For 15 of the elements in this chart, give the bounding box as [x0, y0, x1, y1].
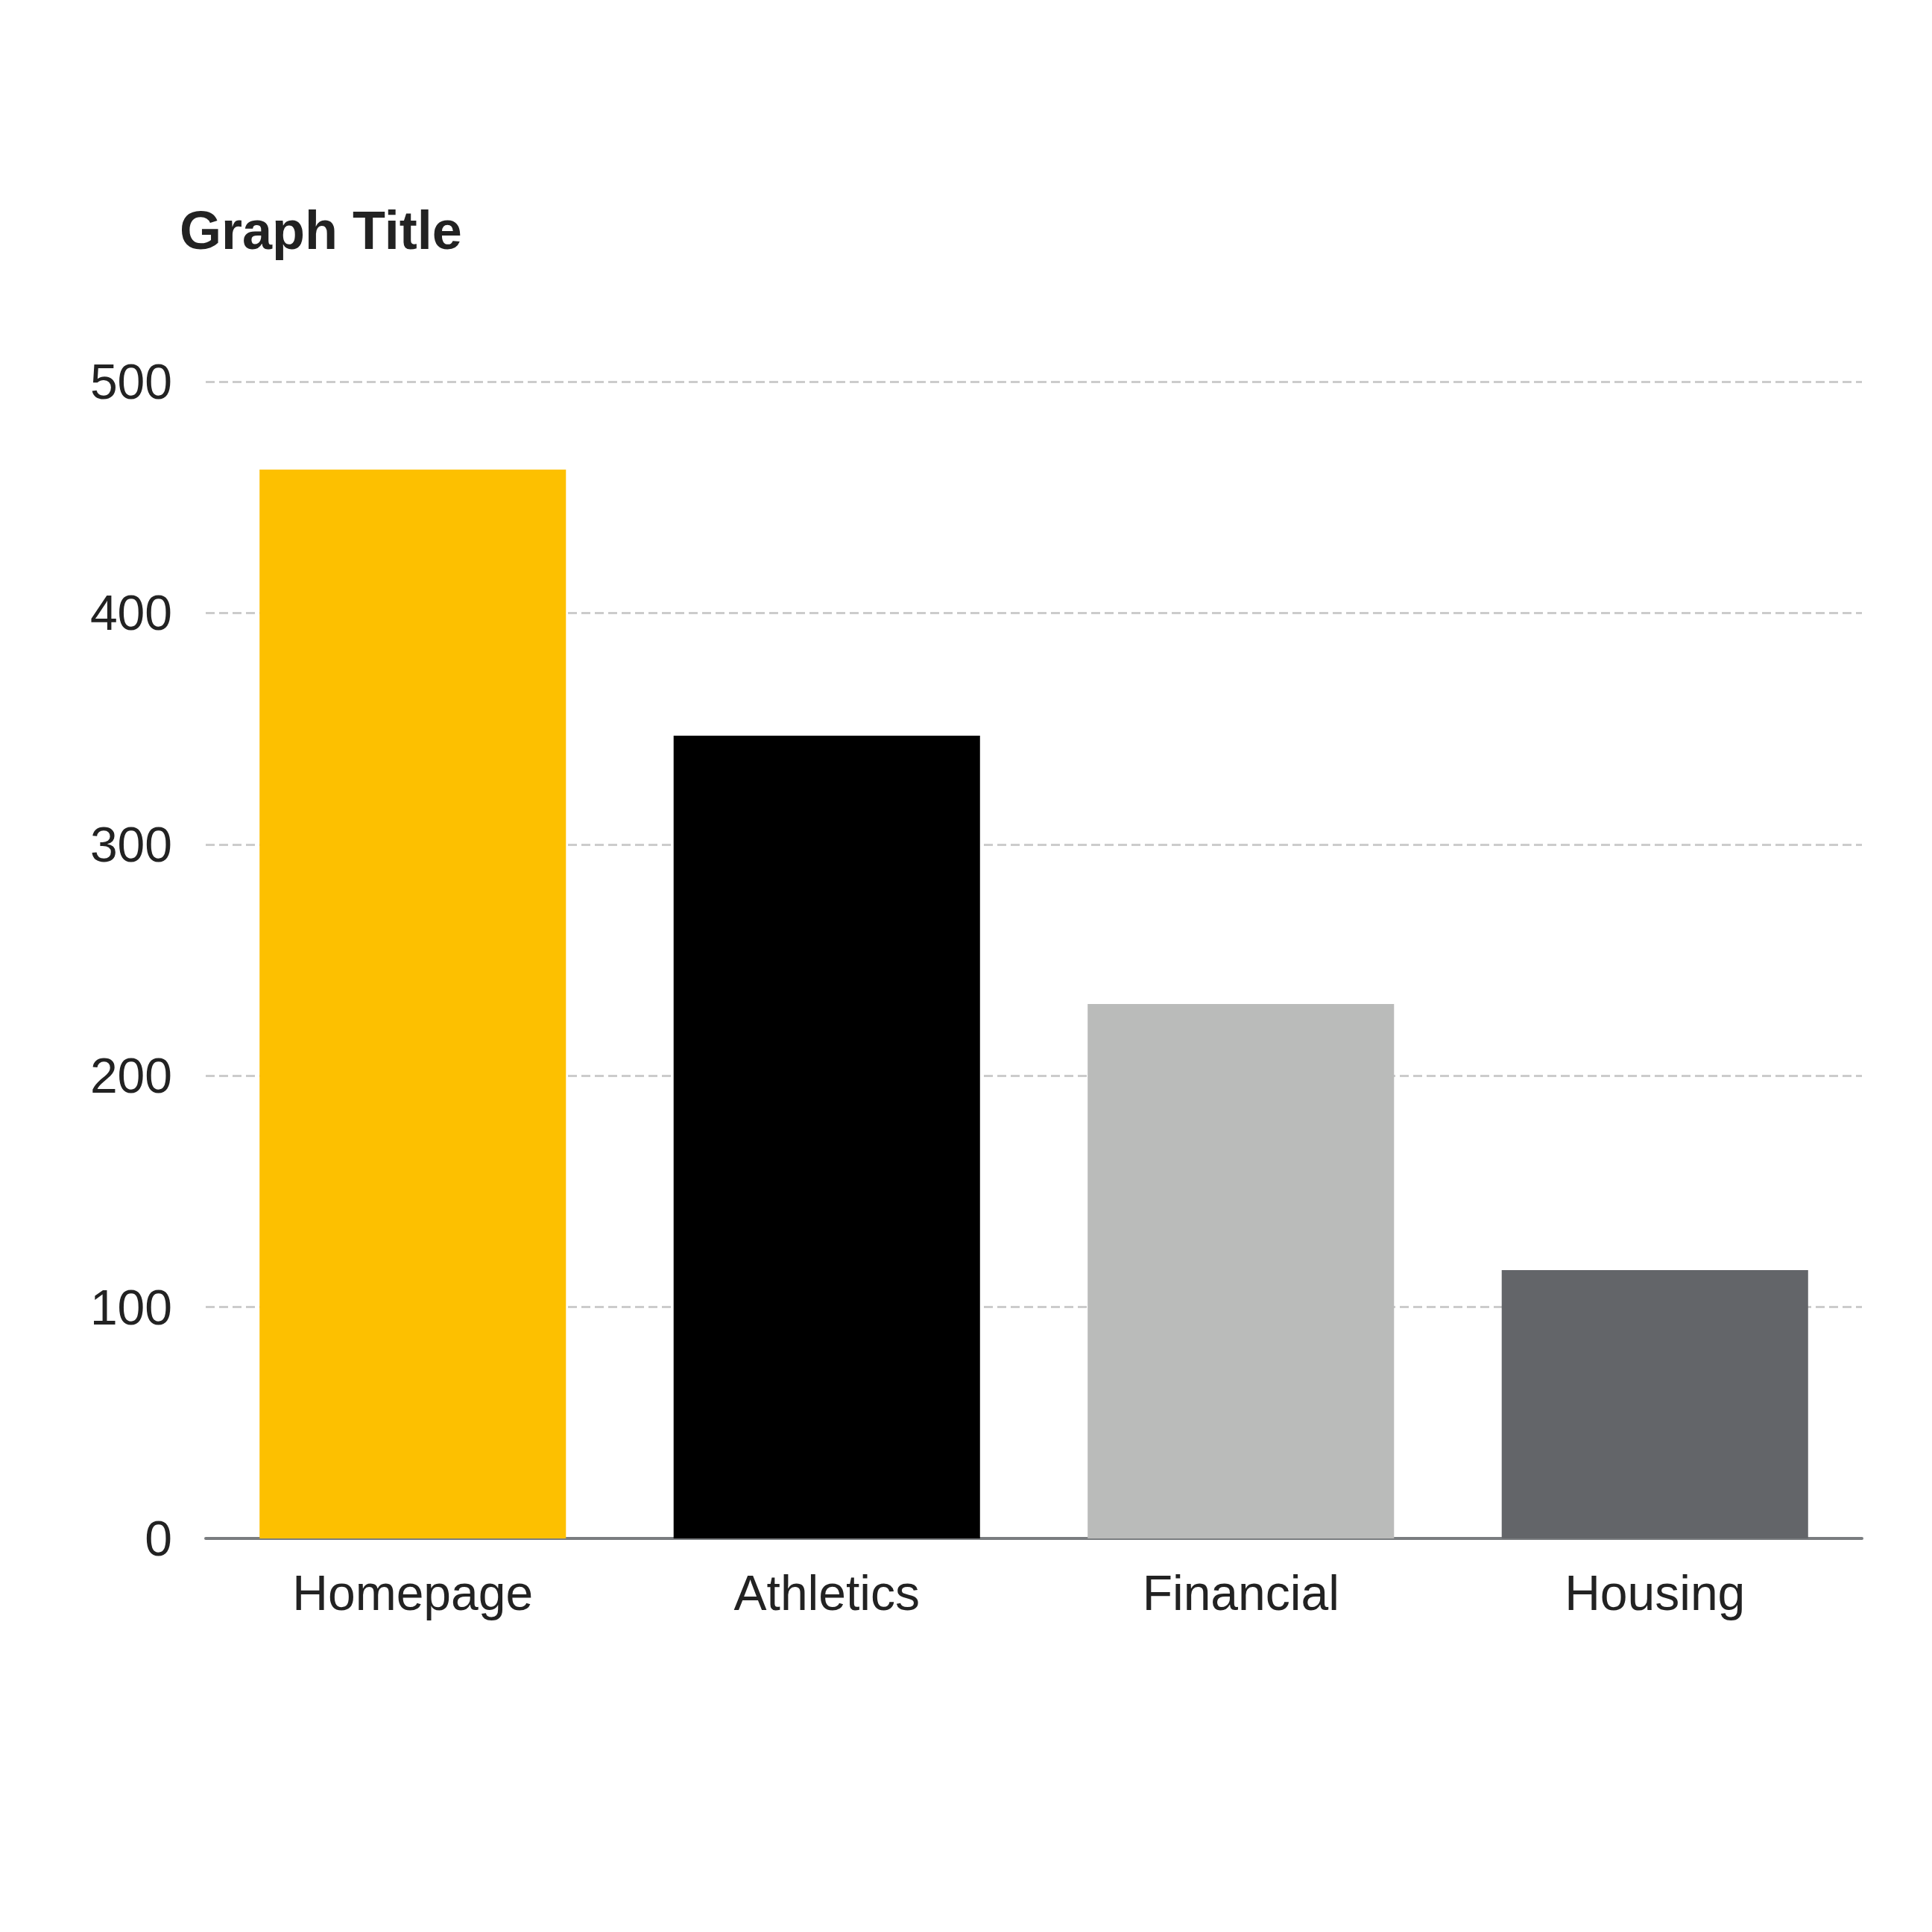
bar [259, 469, 566, 1538]
y-tick-label: 200 [89, 1048, 172, 1104]
y-tick-label: 400 [89, 585, 172, 641]
y-tick-label: 300 [89, 816, 172, 872]
chart-title: Graph Title [180, 201, 462, 260]
bar [1087, 1003, 1395, 1538]
x-tick-label: Homepage [292, 1565, 534, 1620]
y-tick-label: 500 [89, 354, 172, 409]
y-tick-label: 100 [89, 1279, 172, 1335]
x-tick-label: Housing [1565, 1565, 1746, 1620]
bar [1501, 1269, 1808, 1538]
bar [673, 735, 980, 1538]
x-tick-label: Athletics [733, 1565, 920, 1620]
y-tick-label: 0 [145, 1511, 172, 1566]
x-tick-label: Financial [1142, 1565, 1339, 1620]
